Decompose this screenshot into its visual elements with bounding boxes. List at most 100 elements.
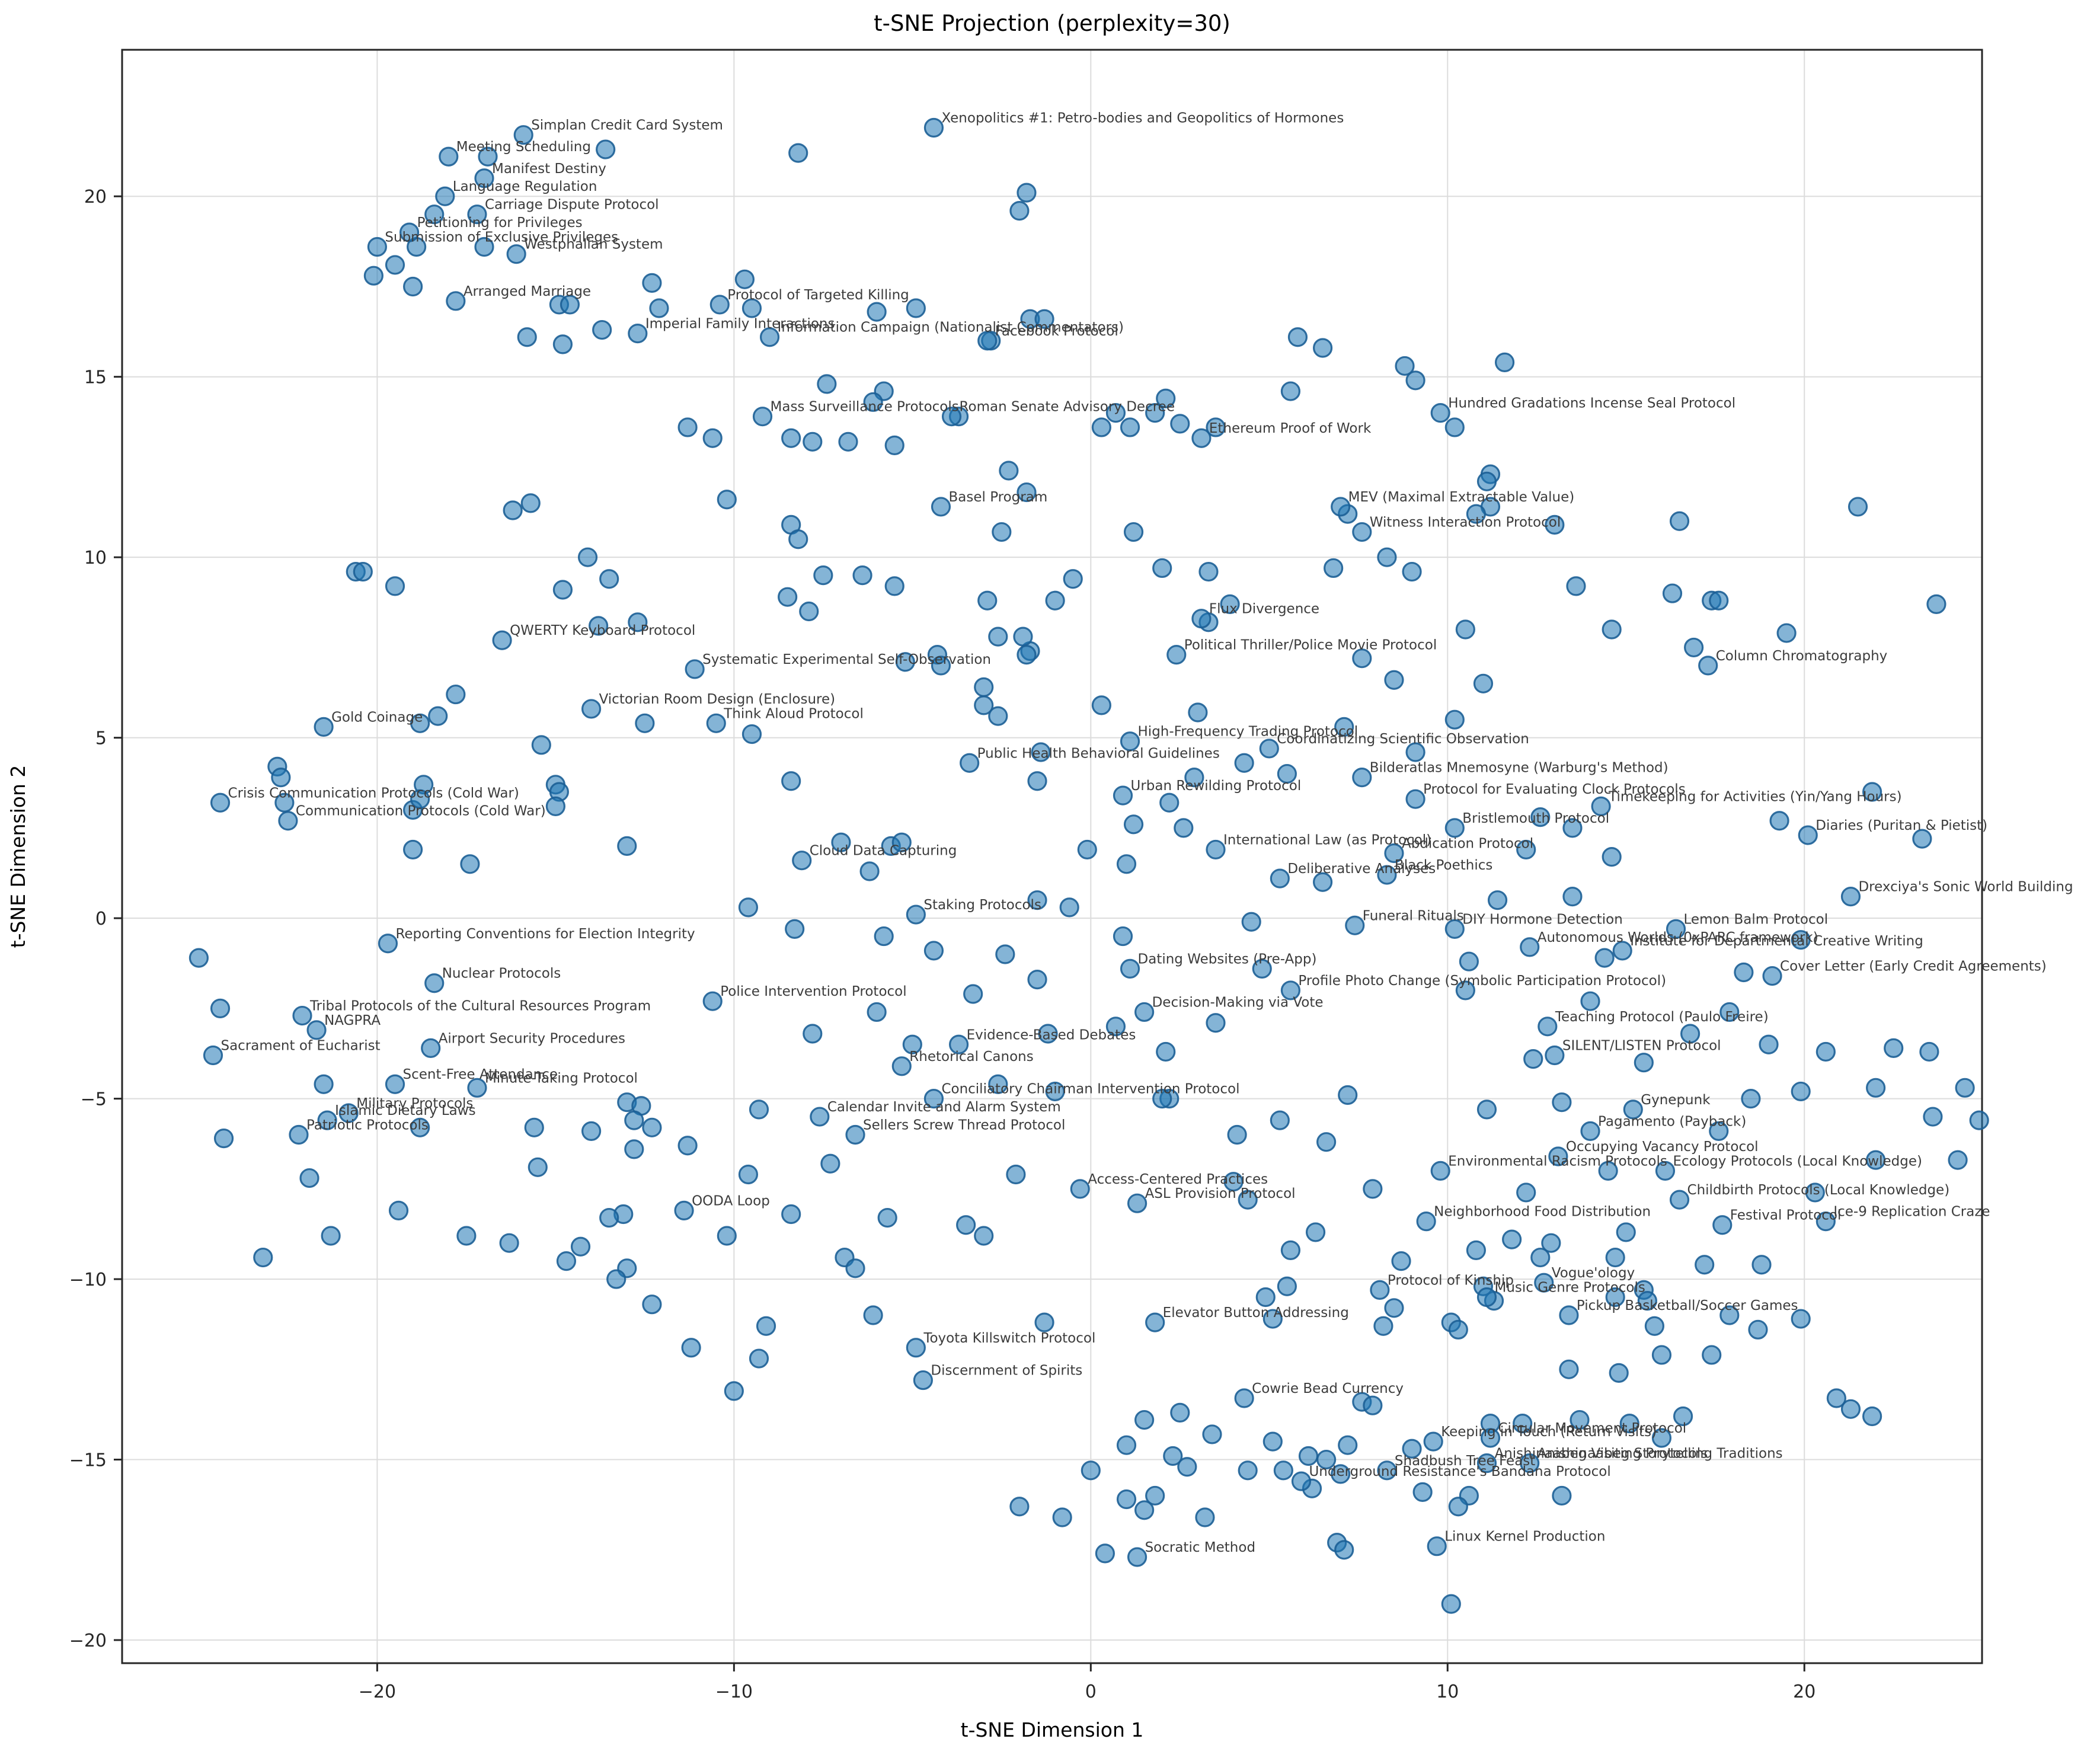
data-point	[1702, 1345, 1722, 1365]
point-label: Vogue'ology	[1552, 1265, 1635, 1281]
point-label: SILENT/LISTEN Protocol	[1562, 1038, 1721, 1054]
data-point	[1195, 1507, 1215, 1527]
data-point	[1191, 428, 1212, 448]
data-point	[1038, 1024, 1058, 1044]
data-point	[1123, 522, 1144, 542]
data-point	[685, 659, 705, 679]
point-label: Meeting Scheduling	[456, 139, 591, 155]
data-point	[1580, 1121, 1600, 1142]
data-point	[681, 1338, 701, 1358]
data-point	[1862, 782, 1882, 802]
point-label: Funeral Rituals	[1363, 908, 1464, 923]
data-point	[724, 1381, 744, 1401]
point-label: Bilderatlas Mnemosyne (Warburg's Method)	[1370, 760, 1669, 776]
data-point	[931, 656, 951, 676]
point-label: Victorian Room Design (Enclosure)	[599, 692, 836, 707]
data-point	[606, 1269, 627, 1289]
data-point	[738, 897, 759, 918]
data-point	[1070, 1179, 1090, 1199]
data-point	[788, 529, 808, 549]
data-point	[1045, 1081, 1065, 1102]
data-point	[1174, 818, 1194, 838]
data-point	[642, 1117, 662, 1137]
data-point	[956, 1215, 976, 1235]
data-point	[410, 789, 430, 809]
data-point	[863, 1305, 883, 1325]
data-point	[1405, 742, 1425, 762]
point-label: Protocol of Targeted Killing	[727, 287, 909, 303]
data-point	[941, 407, 962, 427]
data-point	[399, 222, 420, 242]
data-point	[589, 616, 609, 636]
x-tick-label: 0	[1085, 1682, 1097, 1702]
data-point	[1684, 637, 1704, 658]
data-point	[506, 244, 526, 264]
data-point	[1116, 854, 1137, 874]
data-point	[1105, 1017, 1126, 1037]
data-point	[528, 1157, 548, 1177]
data-point	[1316, 1132, 1337, 1152]
axis-ticks: −20 −10 0 10 20 −20 −15 −10 −5 0 5 10 15 20	[69, 187, 1816, 1702]
point-label: Sacrament of Eucharist	[220, 1038, 380, 1054]
point-label: Pagamento (Payback)	[1598, 1114, 1746, 1129]
data-point	[1262, 1431, 1283, 1452]
point-label: Linux Kernel Production	[1444, 1529, 1605, 1545]
data-point	[402, 276, 423, 297]
data-point	[1430, 403, 1450, 423]
data-point	[1363, 1179, 1383, 1199]
data-point	[1538, 1017, 1558, 1037]
data-point	[1669, 1190, 1690, 1210]
data-point	[1191, 609, 1212, 629]
point-label: NAGPRA	[324, 1013, 381, 1028]
x-axis-label: t-SNE Dimension 1	[961, 1718, 1144, 1741]
data-point	[845, 1124, 865, 1145]
point-label: Anishinaabeg Visiting Protocols	[1494, 1446, 1708, 1462]
point-label: Ethereum Proof of Work	[1209, 421, 1372, 436]
point-label: Political Thriller/Police Movie Protocol	[1184, 638, 1437, 653]
point-label: Imperial Family Interactions	[645, 317, 835, 332]
data-point	[702, 991, 723, 1011]
data-point	[1476, 471, 1497, 491]
point-label: Hundred Gradations Incense Seal Protocol	[1448, 396, 1735, 411]
data-point	[845, 1258, 865, 1278]
data-point	[649, 298, 669, 318]
data-point	[1017, 482, 1037, 503]
data-point	[1255, 1287, 1276, 1308]
data-point	[1541, 1233, 1561, 1253]
point-label: Shadbush Tree Feast	[1395, 1453, 1535, 1469]
data-point	[1298, 1446, 1319, 1466]
data-point	[460, 854, 480, 874]
data-point	[560, 295, 580, 315]
data-point	[592, 319, 612, 340]
data-point	[1926, 594, 1946, 614]
data-point	[467, 1078, 487, 1098]
data-point	[1562, 818, 1583, 838]
data-point	[1270, 868, 1290, 888]
point-label: Autonomous Worlds (0xPARC framework)	[1538, 930, 1818, 945]
data-point	[1948, 1150, 1968, 1170]
data-point	[1534, 1273, 1554, 1293]
data-point	[1405, 789, 1425, 809]
point-label: Socratic Method	[1145, 1540, 1256, 1555]
data-point	[1259, 739, 1279, 759]
data-point	[1552, 1092, 1572, 1113]
data-point	[1198, 561, 1219, 582]
point-label: Ice-9 Replication Craze	[1833, 1204, 1990, 1220]
data-point	[306, 1020, 327, 1040]
data-point	[1006, 1164, 1026, 1185]
data-point	[1416, 1212, 1436, 1232]
data-point	[1377, 865, 1397, 885]
data-point	[1305, 1222, 1326, 1242]
point-label: Rhetorical Canons	[909, 1049, 1033, 1065]
point-label: Abdication Protocol	[1402, 836, 1533, 852]
data-point	[1719, 1305, 1740, 1325]
point-label: Flux Divergence	[1209, 602, 1319, 617]
data-point	[1345, 915, 1365, 935]
point-label: ASL Provision Protocol	[1145, 1186, 1296, 1201]
x-tick-label: −10	[715, 1682, 753, 1702]
data-point	[385, 576, 405, 596]
data-point	[439, 146, 459, 167]
data-point	[756, 1316, 776, 1336]
data-point	[474, 236, 494, 257]
data-point	[1120, 417, 1140, 437]
